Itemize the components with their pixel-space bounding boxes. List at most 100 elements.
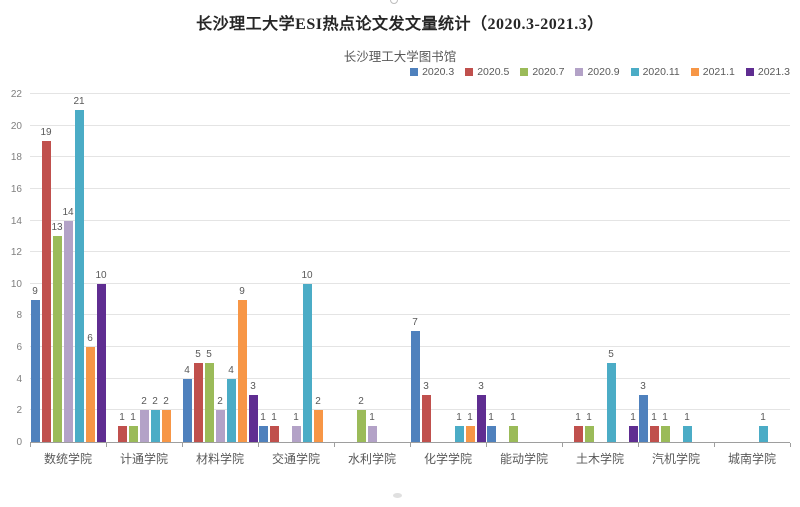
legend-item-2020.7: 2020.7	[520, 66, 564, 78]
bar-2021.3: 1	[628, 412, 638, 442]
gridline	[30, 346, 790, 348]
bar-2020.7: 1	[508, 412, 518, 442]
bar-2020.5: 19	[40, 127, 52, 442]
bar-2021.3: 3	[476, 381, 486, 442]
legend-swatch-icon	[465, 68, 474, 76]
bar-value-label: 1	[488, 412, 494, 424]
bar-value-label: 7	[412, 317, 418, 329]
bar-slot: 1	[758, 412, 768, 442]
bar-value-label: 5	[195, 348, 201, 360]
bar-value-label: 2	[141, 396, 147, 408]
legend-item-2020.3: 2020.3	[410, 66, 454, 78]
legend-label: 2020.7	[532, 66, 565, 78]
legend-label: 2021.3	[757, 66, 790, 78]
legend-label: 2020.9	[587, 66, 620, 78]
legend-item-2020.9: 2020.9	[575, 66, 620, 78]
bar-slot: 21	[73, 96, 85, 442]
bar-value-label: 1	[510, 412, 516, 424]
bar-slot: 3	[248, 381, 258, 442]
legend-item-2020.5: 2020.5	[465, 66, 509, 78]
bar-2020.9: 14	[62, 207, 74, 442]
bar-group-4: 1 1 1 10 2	[258, 95, 334, 442]
bar-slot: 3	[421, 381, 431, 442]
bar-slot: 2	[161, 396, 171, 442]
bar-slot: 9	[30, 286, 40, 442]
legend-label: 2021.1	[702, 66, 735, 78]
bar-value-label: 3	[478, 380, 484, 392]
bar-slot: 1	[117, 412, 127, 442]
bar-value-label: 3	[250, 380, 256, 392]
gridline	[30, 93, 790, 94]
bar-value-label: 6	[87, 333, 93, 345]
bar-2020.9: 2	[139, 396, 149, 442]
bar-2021.1: 6	[85, 333, 95, 442]
bar-value-label: 1	[760, 412, 766, 424]
x-axis-label-8: 土木学院	[575, 452, 624, 466]
bar-value-label: 1	[369, 412, 375, 424]
bar-slot: 1	[291, 412, 301, 442]
y-axis-label: 8	[16, 310, 22, 322]
bar-value-label: 5	[206, 348, 212, 360]
bar-2020.7: 2	[356, 396, 366, 442]
legend-item-2020.11: 2020.11	[630, 66, 680, 78]
x-axis-labels: 数统学院 计通学院 材料学院 交通学院 水利学院 化学学院 能动学院 土木学院 汽机学院 城南学院	[30, 450, 790, 467]
bar-2020.9: 2	[215, 396, 225, 442]
bar-slot: 6	[85, 333, 95, 442]
bar-slot: 2	[139, 396, 149, 442]
x-axis-label-4: 交通学院	[271, 452, 320, 466]
bar-2020.3: 7	[410, 317, 420, 442]
legend-item-2021.1: 2021.1	[690, 66, 735, 78]
axis-tick	[562, 443, 563, 447]
bar-2020.3: 1	[486, 412, 496, 442]
legend-swatch-icon	[520, 68, 529, 76]
bar-slot: 1	[486, 412, 496, 442]
bar-slot: 1	[508, 412, 518, 442]
bar-slot: 5	[606, 349, 616, 442]
axis-tick	[790, 443, 791, 447]
legend-swatch-icon	[690, 68, 699, 76]
gridline	[30, 409, 790, 411]
legend-swatch-icon	[745, 68, 754, 76]
y-axis-label: 10	[10, 278, 22, 290]
bar-2020.5: 1	[117, 412, 127, 442]
y-axis-label: 20	[10, 120, 22, 132]
bar-2020.11: 4	[226, 365, 236, 442]
gridline	[30, 377, 790, 379]
y-axis-label: 12	[10, 247, 22, 259]
bar-slot: 2	[150, 396, 160, 442]
legend-swatch-icon	[630, 68, 639, 76]
x-axis-label-6: 化学学院	[423, 452, 472, 466]
bar-value-label: 1	[119, 412, 125, 424]
bar-2021.3: 10	[95, 270, 107, 442]
bar-slot: 9	[237, 286, 247, 442]
bar-slot: 1	[454, 412, 464, 442]
bar-2020.11: 1	[682, 412, 692, 442]
bar-2020.11: 2	[150, 396, 160, 442]
x-axis-label-7: 能动学院	[499, 452, 548, 466]
bar-2020.5: 1	[269, 412, 279, 442]
gridline	[30, 219, 790, 221]
bar-value-label: 3	[423, 380, 429, 392]
bar-value-label: 1	[651, 412, 657, 424]
x-axis-label-2: 计通学院	[119, 452, 168, 466]
bar-slot: 1	[628, 412, 638, 442]
bar-group-1: 9 19 13 14 21 6 10	[30, 95, 107, 442]
bar-slot: 1	[660, 412, 670, 442]
bar-value-label: 2	[217, 396, 223, 408]
bar-2020.11: 5	[606, 349, 616, 442]
bar-slot: 1	[465, 412, 475, 442]
gridline	[30, 314, 790, 316]
bar-value-label: 1	[684, 412, 690, 424]
gridline	[30, 187, 790, 189]
bar-2020.11: 1	[454, 412, 464, 442]
bar-2020.5: 1	[573, 412, 583, 442]
bar-2020.7: 1	[660, 412, 670, 442]
bar-slot: 5	[204, 349, 214, 442]
bar-2021.1: 9	[237, 286, 247, 442]
bar-2020.7: 13	[51, 222, 63, 442]
legend-swatch-icon	[410, 68, 419, 76]
bar-value-label: 1	[293, 412, 299, 424]
